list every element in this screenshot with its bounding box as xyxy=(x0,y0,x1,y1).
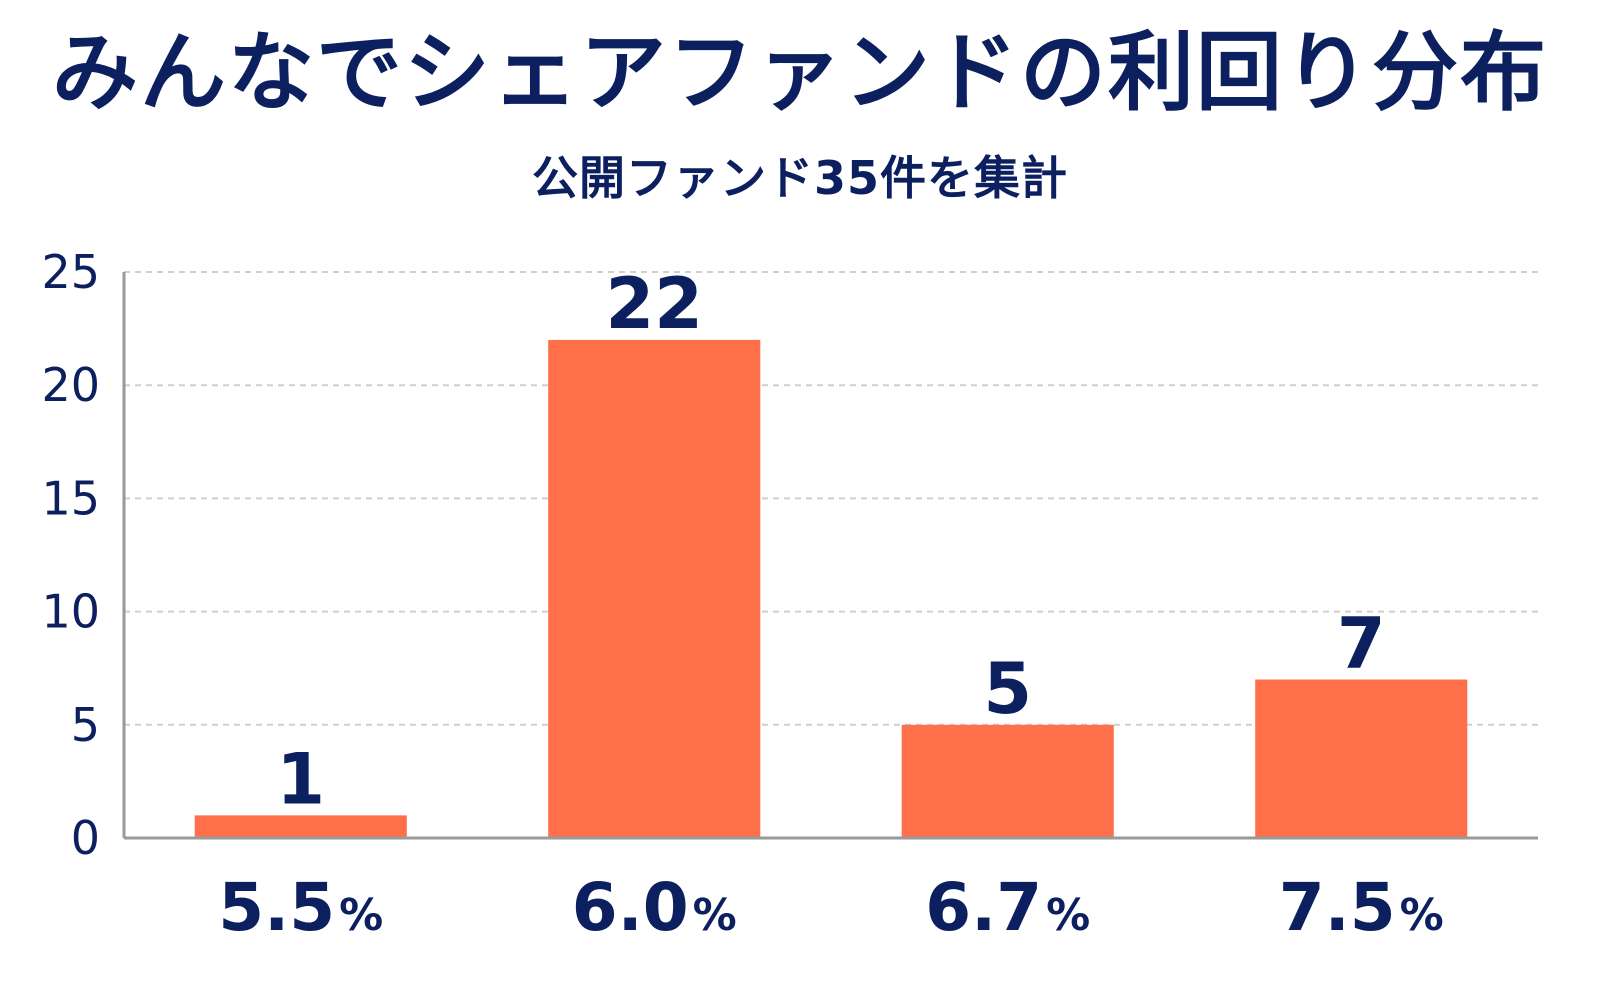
x-tick-label: 6.7% xyxy=(925,869,1090,946)
bar xyxy=(194,815,407,838)
bar xyxy=(901,724,1114,838)
chart-title: みんなでシェアファンドの利回り分布 xyxy=(52,23,1548,123)
y-tick-label: 25 xyxy=(41,245,100,299)
y-tick-label: 5 xyxy=(71,698,100,752)
y-tick-label: 20 xyxy=(41,358,100,412)
chart-subtitle: 公開ファンド35件を集計 xyxy=(531,151,1068,205)
bar-value-label: 7 xyxy=(1337,603,1386,685)
bar xyxy=(1255,679,1468,838)
y-tick-label: 0 xyxy=(71,811,100,865)
bars xyxy=(194,339,1468,838)
y-tick-label: 15 xyxy=(41,471,100,525)
bar-value-label: 22 xyxy=(606,263,703,345)
bar-value-label: 5 xyxy=(983,648,1032,730)
y-tick-label: 10 xyxy=(41,585,100,639)
bar-value-label: 1 xyxy=(276,738,325,820)
grid-lines xyxy=(124,271,1538,726)
bar-value-labels: 1 22 5 7 xyxy=(276,263,1385,820)
bar xyxy=(548,339,761,838)
x-tick-label: 6.0% xyxy=(572,869,737,946)
x-axis-labels: 5.5% 6.0% 6.7% 7.5% xyxy=(218,869,1444,946)
y-axis-ticks: 0 5 10 15 20 25 xyxy=(41,245,100,865)
x-tick-label: 7.5% xyxy=(1279,869,1444,946)
x-tick-label: 5.5% xyxy=(218,869,383,946)
